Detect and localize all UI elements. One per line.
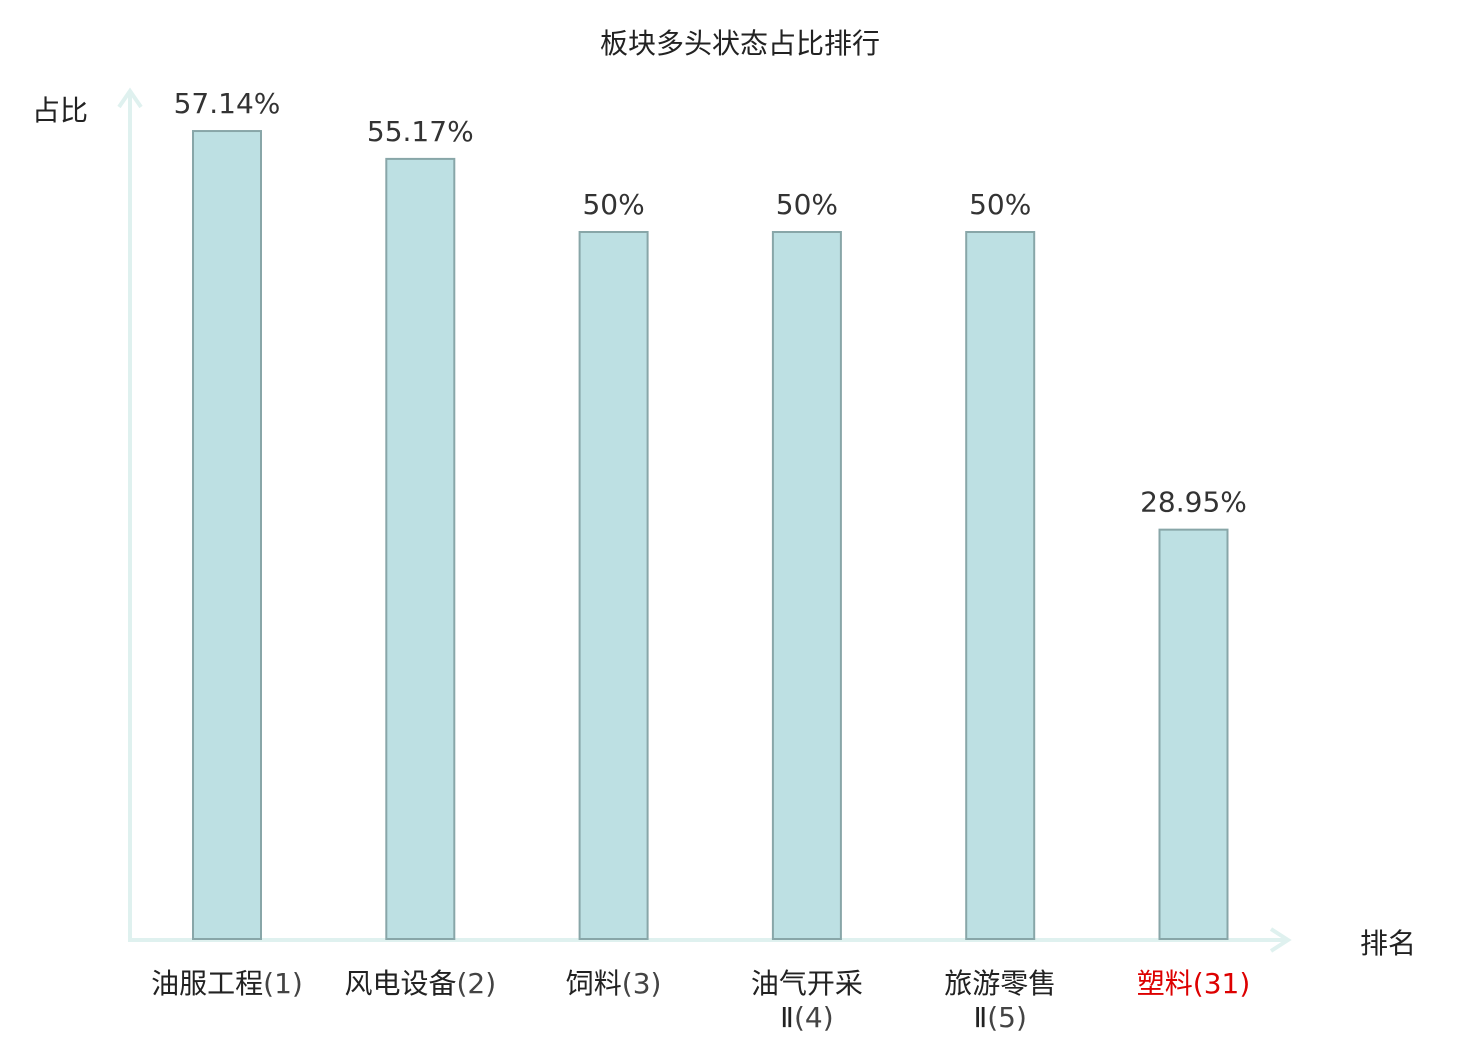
category-label-1: 油服工程(1) xyxy=(151,967,303,1000)
category-name-line: 塑料 xyxy=(1137,967,1193,1000)
value-labels-group: 57.14% 55.17% 50% 50% 50% 28.95% xyxy=(174,87,1247,519)
value-label-5: 50% xyxy=(969,188,1031,221)
x-axis-label: 排名 xyxy=(1360,927,1416,960)
category-label-2: 风电设备(2) xyxy=(344,967,496,1000)
category-label-3: 饲料(3) xyxy=(566,967,662,1000)
category-name-line: Ⅱ xyxy=(973,1001,987,1034)
value-label-1: 57.14% xyxy=(174,87,281,120)
bar-1 xyxy=(192,130,262,940)
category-name-line: 油气开采 xyxy=(751,967,863,1000)
value-label-6: 28.95% xyxy=(1140,486,1247,519)
category-name-line: 饲料 xyxy=(566,967,622,1000)
category-rank: (5) xyxy=(987,1001,1027,1034)
y-axis-label: 占比 xyxy=(32,94,88,127)
value-label-2: 55.17% xyxy=(367,115,474,148)
category-label-4: 油气开采 Ⅱ(4) xyxy=(751,967,863,1034)
category-name-line: Ⅱ xyxy=(780,1001,794,1034)
category-name-line: 风电设备 xyxy=(344,967,456,1000)
bar-6 xyxy=(1158,528,1229,940)
category-label-6: 塑料(31) xyxy=(1137,967,1251,1000)
category-rank: (31) xyxy=(1193,967,1250,1000)
bar-3 xyxy=(578,231,649,940)
category-name-line: 油服工程 xyxy=(151,967,263,1000)
category-labels-group: 油服工程(1) 风电设备(2) 饲料(3) 油气开采 Ⅱ(4)旅游零售 Ⅱ(5)塑料(31… xyxy=(151,967,1250,1034)
category-rank: (4) xyxy=(794,1001,834,1034)
y-axis-arrow xyxy=(117,87,143,109)
bar-4 xyxy=(771,231,842,940)
value-label-4: 50% xyxy=(776,188,838,221)
x-axis-arrow xyxy=(1269,927,1292,953)
value-label-3: 50% xyxy=(582,188,644,221)
bars-group xyxy=(192,130,1229,941)
category-label-5: 旅游零售 Ⅱ(5) xyxy=(944,967,1056,1034)
category-rank: (2) xyxy=(456,967,496,1000)
category-rank: (1) xyxy=(263,967,303,1000)
bar-2 xyxy=(385,157,456,941)
bar-5 xyxy=(965,231,1036,940)
category-name-line: 旅游零售 xyxy=(944,967,1056,1000)
category-rank: (3) xyxy=(622,967,662,1000)
chart-title: 板块多头状态占比排行 xyxy=(600,27,880,60)
